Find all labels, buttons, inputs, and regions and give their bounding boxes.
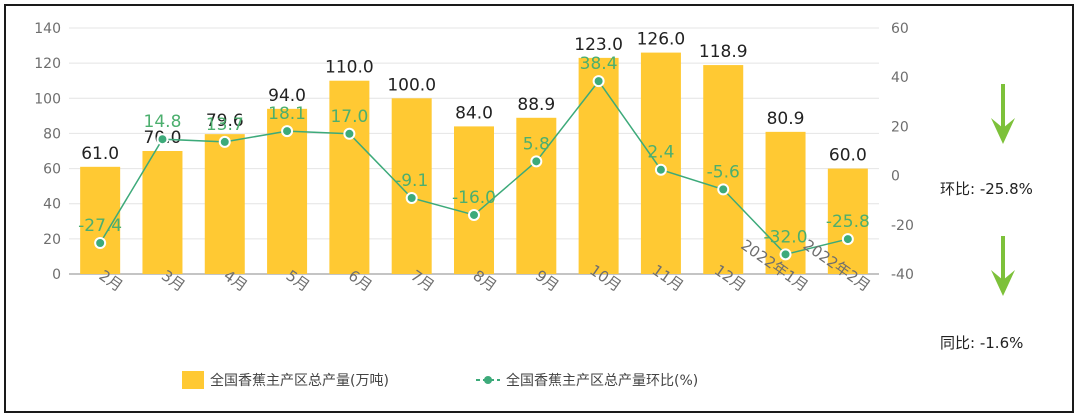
y-right-tick-label: 40 [891, 70, 909, 86]
line-point [281, 125, 294, 138]
bar [578, 57, 619, 274]
bar-data-label: 110.0 [325, 58, 374, 78]
x-tick-label: 11月 [649, 261, 687, 295]
bar-data-label: 61.0 [81, 144, 119, 164]
line-point [156, 133, 169, 146]
legend[interactable]: 全国香蕉主产区总产量(万吨) 全国香蕉主产区总产量环比(%) [182, 371, 698, 389]
y-right-tick-label: -20 [891, 218, 914, 234]
bar-data-label: 118.9 [699, 42, 748, 62]
line-point [717, 183, 730, 196]
legend-bar-label: 全国香蕉主产区总产量(万吨) [210, 372, 389, 389]
line-point [530, 155, 543, 168]
line-data-label: -16.0 [452, 188, 496, 208]
y-right-tick-label: -40 [891, 267, 914, 283]
line-data-label: 38.4 [580, 54, 618, 74]
line-data-label: -32.0 [764, 227, 808, 247]
line-series [94, 75, 854, 261]
line-data-label: 17.0 [330, 107, 368, 127]
bar-data-label: 88.9 [517, 95, 555, 115]
y-right-tick-label: 60 [891, 21, 909, 37]
line-point [841, 233, 854, 246]
x-tick-label: 10月 [586, 261, 624, 295]
x-tick-label: 12月 [711, 261, 749, 295]
line-data-label: 5.8 [523, 134, 550, 154]
bar [640, 52, 681, 274]
mom-arrow-down-icon [991, 84, 1015, 144]
yoy-summary: 同比: -1.6% [940, 332, 1023, 353]
mom-value: -25.8% [979, 180, 1033, 198]
bar-data-label: 126.0 [637, 30, 686, 50]
line-point [405, 191, 418, 204]
mom-summary: 环比: -25.8% [940, 178, 1033, 199]
y-left-tick-label: 140 [34, 21, 61, 37]
yoy-label: 同比: [940, 334, 976, 352]
line-point [779, 248, 792, 261]
bar-data-label: 79.6 [206, 111, 244, 131]
line-data-label: 2.4 [647, 143, 674, 163]
legend-line-dot [484, 376, 492, 384]
y-axis-left: 0 20 40 60 80 100 120 140 [34, 21, 61, 283]
y-left-tick-label: 40 [43, 197, 61, 213]
bar-data-label: 94.0 [268, 86, 306, 106]
line-point [343, 127, 356, 140]
legend-bar-swatch [182, 371, 204, 389]
line-point [592, 75, 605, 88]
bar [703, 65, 744, 274]
bar [142, 151, 183, 274]
line-data-label: -5.6 [707, 162, 740, 182]
bar-data-label: 84.0 [455, 103, 493, 123]
line-point [218, 135, 231, 148]
bar-series [80, 52, 868, 275]
legend-line-label: 全国香蕉主产区总产量环比(%) [506, 372, 698, 389]
bar-data-label: 123.0 [574, 35, 623, 55]
yoy-arrow-down-icon [991, 236, 1015, 296]
bar-data-label: 80.9 [767, 109, 805, 129]
y-axis-right: -40 -20 0 20 40 60 [891, 21, 914, 283]
line-data-label: -27.4 [78, 216, 122, 236]
y-left-tick-label: 0 [52, 267, 61, 283]
y-left-tick-label: 20 [43, 232, 61, 248]
line-data-labels: -27.4 14.8 13.7 18.1 17.0 -9.1 -16.0 5.8 38.4 2.4… [78, 54, 870, 247]
y-right-tick-label: 0 [891, 169, 900, 185]
y-left-tick-label: 80 [43, 126, 61, 142]
bar [329, 80, 370, 274]
bar [204, 134, 245, 274]
mom-label: 环比: [940, 180, 976, 198]
yoy-value: -1.6% [979, 334, 1024, 352]
bar-data-labels: 61.070.079.694.0110.0100.084.088.9123.01… [81, 30, 867, 166]
line-data-label: -9.1 [395, 171, 428, 191]
y-left-tick-label: 60 [43, 162, 61, 178]
bar-data-label: 60.0 [829, 146, 867, 166]
bar [454, 126, 494, 275]
bar [391, 98, 432, 275]
line-point [654, 163, 667, 176]
line-data-label: 14.8 [144, 112, 182, 132]
line-point [468, 208, 480, 221]
line-data-label: -25.8 [826, 212, 870, 232]
line-data-label: 18.1 [268, 104, 306, 124]
y-left-tick-label: 120 [34, 56, 61, 72]
bar [827, 168, 868, 274]
y-right-tick-label: 20 [891, 119, 909, 135]
y-left-tick-label: 100 [34, 91, 61, 107]
bar-data-label: 100.0 [387, 75, 436, 95]
line-point [94, 237, 107, 250]
line-data-label: 13.7 [206, 115, 244, 135]
